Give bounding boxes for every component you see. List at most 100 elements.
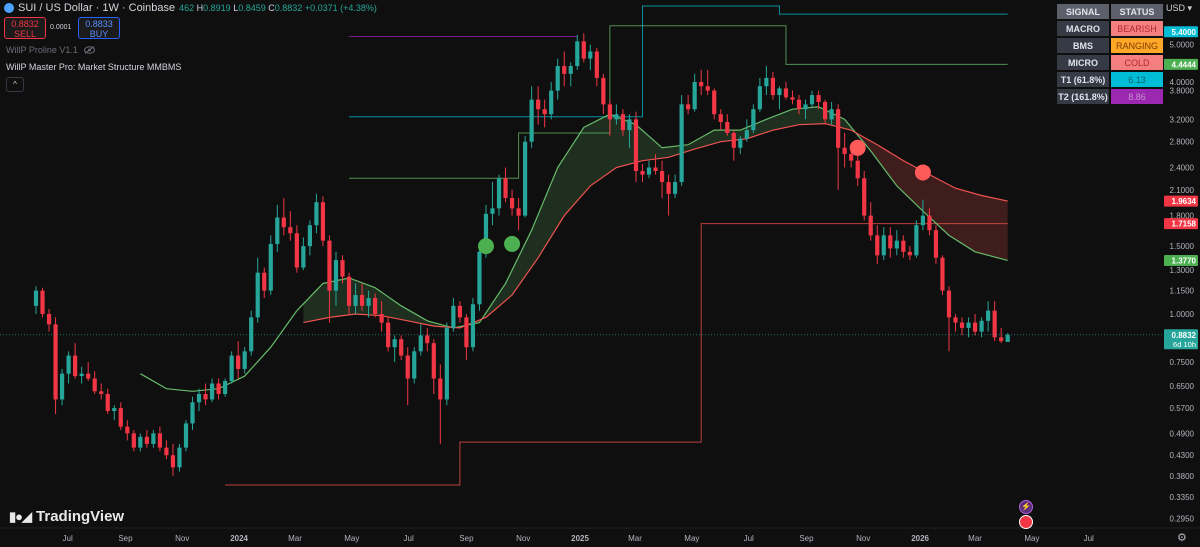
gear-icon[interactable]: ⚙ <box>1177 532 1187 544</box>
candle-body <box>881 235 886 256</box>
signal-status: RANGING <box>1111 38 1163 53</box>
candle-body <box>314 202 319 226</box>
candle-body <box>666 182 671 194</box>
price-label: 0.8832 <box>1172 331 1197 340</box>
spread-value: 0.0001 <box>50 24 72 31</box>
candle-body <box>164 447 169 456</box>
currency-selector[interactable]: USD ▾ <box>1166 3 1192 14</box>
y-tick-label: 2.4000 <box>1170 163 1195 172</box>
candle-body <box>575 41 580 67</box>
price-label-box <box>1164 58 1198 70</box>
candle-body <box>940 257 945 291</box>
y-tick-label: 0.6500 <box>1170 382 1195 391</box>
y-tick-label: 0.3350 <box>1170 493 1195 502</box>
candle-body <box>679 104 684 183</box>
candle-body <box>131 433 136 448</box>
candle-body <box>353 295 358 306</box>
x-tick-label: May <box>344 534 359 543</box>
candle-body <box>927 215 932 231</box>
x-tick-label: Mar <box>628 534 642 543</box>
x-tick-label: Jul <box>1084 534 1094 543</box>
candle-body <box>379 313 384 323</box>
level-line <box>349 25 1008 179</box>
candle-body <box>373 298 378 314</box>
signal-table: SIGNAL STATUS MACRO BEARISH BMS RANGING … <box>1055 2 1165 106</box>
candle-body <box>894 240 899 249</box>
indicator-proline[interactable]: WillP Proline V1.1 <box>6 45 95 55</box>
x-tick-label: 2024 <box>230 534 248 543</box>
candle-body <box>672 182 678 194</box>
candle-body <box>73 355 78 377</box>
y-tick-label: 1.5000 <box>1170 242 1195 251</box>
candle-body <box>418 335 423 352</box>
candle-body <box>986 310 991 321</box>
candle-body <box>183 423 189 448</box>
y-tick-label: 1.3000 <box>1170 266 1195 275</box>
sell-label: SELL <box>13 29 37 39</box>
candle-body <box>972 322 978 332</box>
candle-body <box>588 51 593 59</box>
candle-body <box>386 322 391 348</box>
candle-body <box>946 290 952 318</box>
candle-body <box>249 317 254 352</box>
bullish-signal-dot <box>504 235 521 252</box>
candle-body <box>262 272 267 291</box>
tradingview-logo-icon: ▮●◢ <box>9 508 32 524</box>
candle-body <box>725 121 730 133</box>
open-value: 462 <box>179 3 195 13</box>
x-tick-label: Nov <box>175 534 189 543</box>
candle-body <box>712 90 717 115</box>
signal-label: BMS <box>1057 38 1109 53</box>
candle-body <box>170 455 176 468</box>
candle-body <box>601 77 606 105</box>
candle-body <box>516 208 521 216</box>
price-label-box <box>1164 195 1198 207</box>
ema-cloud <box>857 133 1008 261</box>
eye-icon[interactable] <box>83 46 95 54</box>
candle-body <box>340 260 345 277</box>
candle-body <box>790 97 795 100</box>
candle-body <box>496 178 502 209</box>
candle-body <box>470 304 476 348</box>
ohlc-readout: 462 H0.8919 L0.8459 C0.8832 +0.0371 (+4.… <box>179 3 377 13</box>
lightning-icon[interactable]: ⚡ <box>1019 500 1033 514</box>
candle-body <box>190 402 195 424</box>
tradingview-logo[interactable]: ▮●◢ TradingView <box>9 508 124 525</box>
candle-body <box>216 383 221 394</box>
y-tick-label: 3.8000 <box>1170 87 1195 96</box>
candle-body <box>555 66 560 91</box>
symbol-title[interactable]: SUI / US Dollar · 1W · Coinbase <box>18 2 176 14</box>
candle-body <box>875 235 880 256</box>
y-tick-label: 1.8000 <box>1170 212 1195 221</box>
signal-label: T2 (161.8%) <box>1057 89 1109 104</box>
price-label: 4.4444 <box>1172 60 1197 69</box>
buy-button[interactable]: 0.8833 BUY <box>78 17 120 39</box>
y-tick-label: 0.3800 <box>1170 472 1195 481</box>
x-tick-label: Sep <box>118 534 133 543</box>
candle-body <box>288 227 293 234</box>
y-tick-label: 0.7500 <box>1170 358 1195 367</box>
candle-body <box>46 313 52 325</box>
y-tick-label: 2.1000 <box>1170 186 1195 195</box>
collapse-indicators-button[interactable]: ^ <box>6 77 24 92</box>
candle-body <box>327 240 332 291</box>
candle-body <box>483 213 489 252</box>
candle-body <box>816 95 821 102</box>
signal-label: T1 (61.8%) <box>1057 72 1109 87</box>
candle-body <box>653 167 658 172</box>
indicator-mmbms[interactable]: WillP Master Pro: Market Structure MMBMS <box>6 62 182 72</box>
flag-icon[interactable] <box>1019 515 1033 529</box>
candle-body <box>705 86 710 91</box>
candle-body <box>112 408 117 412</box>
level-line <box>349 5 1008 118</box>
x-tick-label: Mar <box>288 534 302 543</box>
candle-body <box>686 104 691 110</box>
sell-button[interactable]: 0.8832 SELL <box>4 17 46 39</box>
candle-body <box>999 337 1004 342</box>
price-label: 1.3770 <box>1172 256 1197 265</box>
candle-body <box>738 138 743 148</box>
candle-body <box>236 355 241 369</box>
ema-fast-line <box>140 106 1008 392</box>
candle-body <box>692 82 697 110</box>
